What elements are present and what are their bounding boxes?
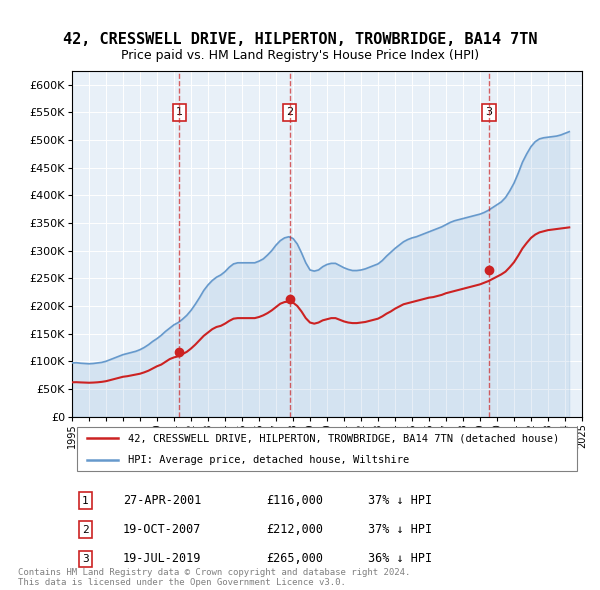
Text: Contains HM Land Registry data © Crown copyright and database right 2024.
This d: Contains HM Land Registry data © Crown c…	[18, 568, 410, 587]
Text: 42, CRESSWELL DRIVE, HILPERTON, TROWBRIDGE, BA14 7TN (detached house): 42, CRESSWELL DRIVE, HILPERTON, TROWBRID…	[128, 433, 559, 443]
Text: 37% ↓ HPI: 37% ↓ HPI	[368, 523, 432, 536]
Text: £212,000: £212,000	[266, 523, 323, 536]
Text: 36% ↓ HPI: 36% ↓ HPI	[368, 552, 432, 565]
Text: 3: 3	[82, 554, 89, 564]
Text: £116,000: £116,000	[266, 494, 323, 507]
Text: 27-APR-2001: 27-APR-2001	[123, 494, 202, 507]
Text: 3: 3	[485, 107, 493, 117]
Text: 37% ↓ HPI: 37% ↓ HPI	[368, 494, 432, 507]
Text: HPI: Average price, detached house, Wiltshire: HPI: Average price, detached house, Wilt…	[128, 455, 409, 465]
FancyBboxPatch shape	[77, 427, 577, 471]
Text: 2: 2	[286, 107, 293, 117]
Text: 1: 1	[82, 496, 89, 506]
Text: Price paid vs. HM Land Registry's House Price Index (HPI): Price paid vs. HM Land Registry's House …	[121, 49, 479, 62]
Text: £265,000: £265,000	[266, 552, 323, 565]
Text: 19-OCT-2007: 19-OCT-2007	[123, 523, 202, 536]
Text: 42, CRESSWELL DRIVE, HILPERTON, TROWBRIDGE, BA14 7TN: 42, CRESSWELL DRIVE, HILPERTON, TROWBRID…	[63, 32, 537, 47]
Text: 19-JUL-2019: 19-JUL-2019	[123, 552, 202, 565]
Text: 1: 1	[176, 107, 183, 117]
Text: 2: 2	[82, 525, 89, 535]
